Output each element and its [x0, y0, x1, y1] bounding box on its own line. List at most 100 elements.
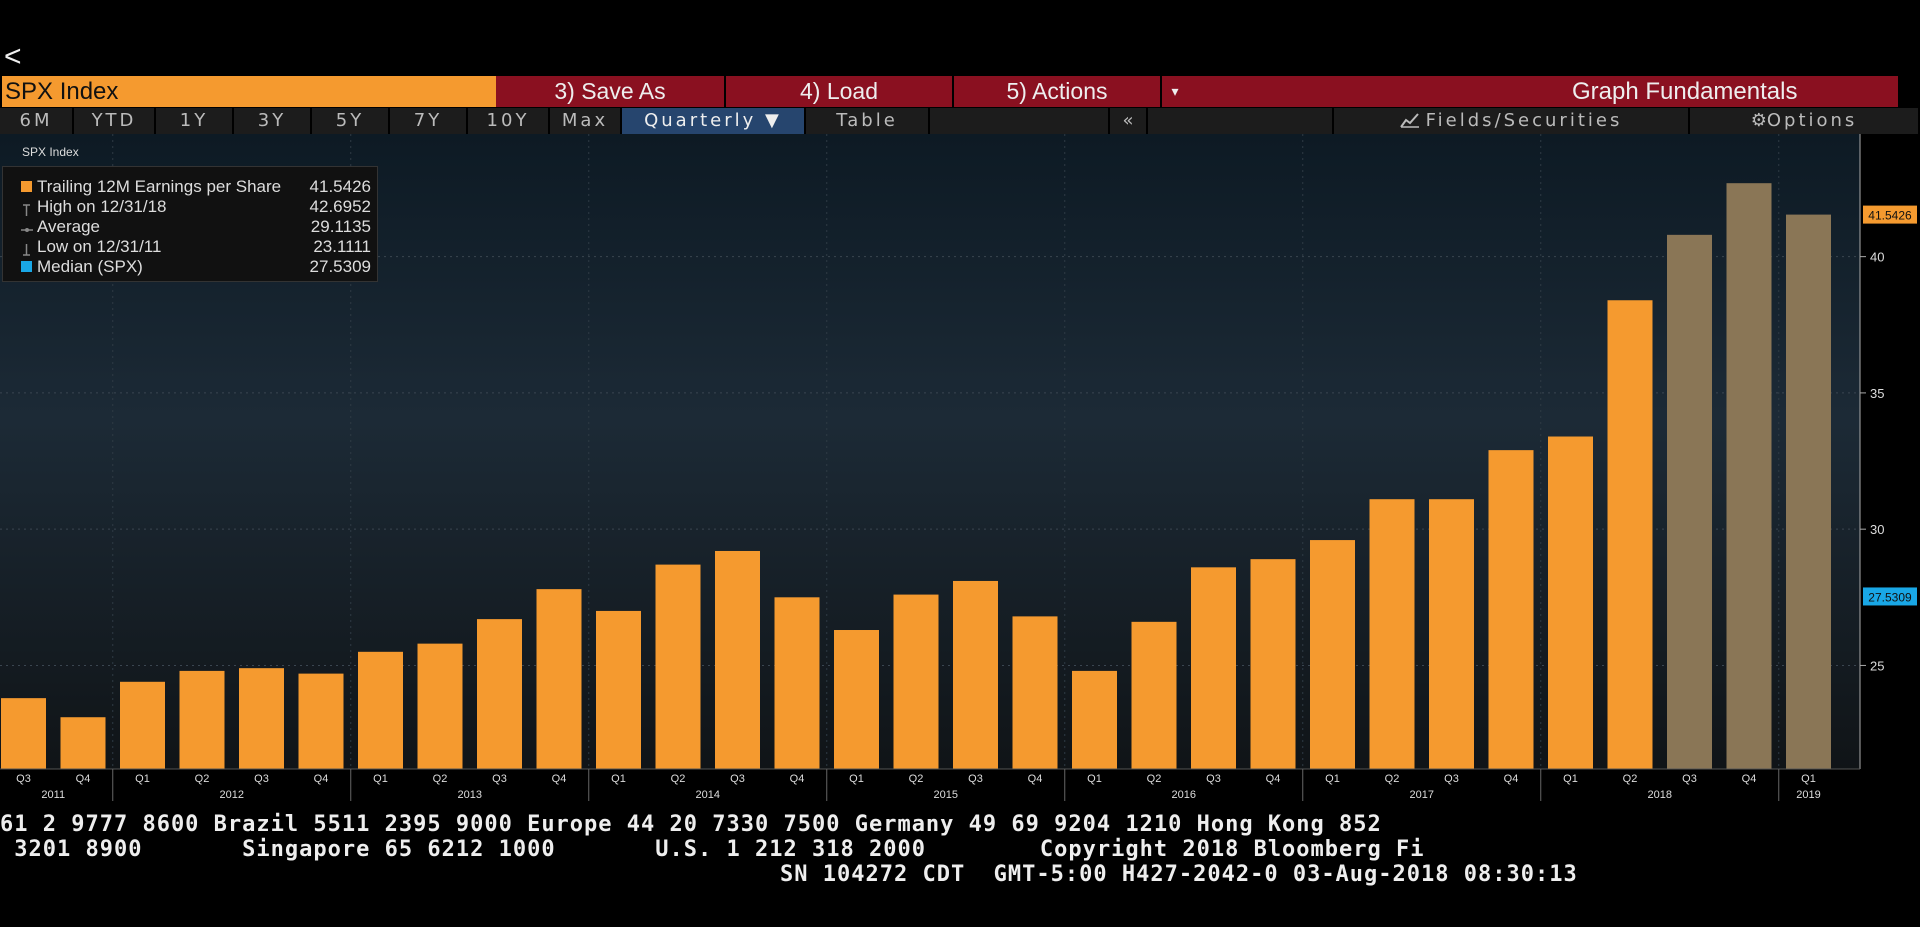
tab-max[interactable]: Max [550, 108, 622, 134]
legend-label: Trailing 12M Earnings per Share [37, 177, 282, 196]
tab-7y[interactable]: 7Y [390, 108, 468, 134]
tab-table[interactable]: Table [806, 108, 930, 134]
bar [1369, 499, 1415, 769]
y-tick-label: 35 [1870, 386, 1884, 401]
fields-securities-label: Fields/Securities [1425, 110, 1623, 131]
actions-dropdown-icon[interactable]: ▾ [1160, 76, 1188, 107]
x-quarter-label: Q1 [1563, 773, 1578, 785]
x-quarter-label: Q3 [492, 773, 507, 785]
x-quarter-label: Q4 [552, 773, 567, 785]
chart-security-label: SPX Index [22, 145, 79, 159]
bar [715, 550, 760, 769]
back-button[interactable]: < [4, 40, 22, 73]
x-quarter-label: Q1 [135, 773, 150, 785]
x-quarter-label: Q1 [611, 773, 626, 785]
legend-label: Average [37, 217, 101, 236]
bar [1310, 540, 1355, 769]
x-quarter-label: Q3 [730, 773, 745, 785]
bar [239, 668, 284, 769]
bar [120, 681, 165, 769]
bar [298, 673, 344, 769]
bar [417, 643, 463, 769]
tab-5y[interactable]: 5Y [312, 108, 390, 134]
security-field[interactable]: SPX Index [2, 76, 496, 107]
bar [60, 717, 106, 769]
bar [1250, 559, 1296, 769]
fields-securities-button[interactable]: Fields/Securities [1334, 108, 1690, 134]
chart-line-icon [1399, 108, 1420, 134]
eps-bar-chart: 25 30 35 40 Q3 Q4 Q1 Q2 Q3 Q4 Q1 Q2 Q3 Q4 Q1 Q2 Q3 Q4 Q1 Q2… [0, 134, 1917, 801]
tab-1y[interactable]: 1Y [156, 108, 234, 134]
load-button[interactable]: 4) Load [726, 76, 954, 107]
tab-6m[interactable]: 6M [0, 108, 74, 134]
blue-square-icon [21, 261, 32, 272]
legend-value: 27.5309 [309, 257, 371, 276]
x-year-label: 2013 [458, 789, 482, 801]
bar [953, 580, 998, 769]
x-quarter-label: Q4 [790, 773, 805, 785]
last-value-tag [1863, 205, 1917, 224]
x-quarter-label: Q1 [1325, 773, 1340, 785]
x-year-label: 2012 [220, 789, 244, 801]
bar [1072, 670, 1117, 769]
legend-row-average: Average 29.1135 [21, 217, 371, 237]
legend-row-eps: Trailing 12M Earnings per Share 41.5426 [21, 177, 371, 197]
legend-value: 23.1111 [313, 237, 371, 256]
bar [1726, 183, 1772, 769]
x-quarter-label: Q1 [373, 773, 388, 785]
legend-row-median: Median (SPX) 27.5309 [21, 257, 371, 277]
options-button[interactable]: ⚙Options [1690, 108, 1920, 134]
legend-label: Median (SPX) [37, 257, 143, 276]
tab-quarterly[interactable]: Quarterly ▼ [622, 108, 806, 134]
x-quarter-label: Q3 [1682, 773, 1697, 785]
bar [1488, 450, 1534, 769]
bar [1191, 567, 1236, 769]
x-year-label: 2015 [934, 789, 958, 801]
footer-session-line: SN 104272 CDT GMT-5:00 H427-2042-0 03-Au… [780, 862, 1578, 887]
x-quarter-label: Q1 [1087, 773, 1102, 785]
bar [1548, 436, 1593, 769]
last-value-label: 41.5426 [1868, 209, 1912, 223]
tab-3y[interactable]: 3Y [234, 108, 312, 134]
orange-square-icon [21, 181, 32, 192]
y-tick-label: 30 [1870, 522, 1884, 537]
bar [893, 594, 939, 769]
tab-10y[interactable]: 10Y [468, 108, 550, 134]
low-marker-icon [21, 241, 32, 256]
x-year-label: 2011 [41, 789, 65, 801]
x-year-label: 2017 [1410, 789, 1434, 801]
x-quarter-label: Q2 [433, 773, 448, 785]
bar [1, 698, 46, 769]
y-tick-label: 40 [1870, 250, 1884, 265]
tab-spacer-2 [1148, 108, 1334, 134]
bar [1607, 300, 1653, 769]
x-quarter-label: Q3 [968, 773, 983, 785]
actions-button[interactable]: 5) Actions [954, 76, 1160, 107]
x-quarter-label: Q4 [314, 773, 329, 785]
range-tabbar: 6M YTD 1Y 3Y 5Y 7Y 10Y Max Quarterly ▼ T… [0, 108, 1920, 134]
x-quarter-label: Q2 [1623, 773, 1638, 785]
save-as-button[interactable]: 3) Save As [496, 76, 726, 107]
bar [1786, 214, 1831, 770]
x-quarter-label: Q4 [76, 773, 91, 785]
tab-ytd[interactable]: YTD [74, 108, 156, 134]
bar [596, 610, 641, 769]
x-quarter-label: Q3 [254, 773, 269, 785]
chart-legend: Trailing 12M Earnings per Share 41.5426 … [2, 166, 378, 282]
bar [1429, 499, 1474, 769]
graph-title: Graph Fundamentals [1188, 76, 1898, 107]
legend-value: 29.1135 [310, 217, 371, 236]
x-quarter-label: Q3 [1444, 773, 1459, 785]
x-quarter-label: Q1 [849, 773, 864, 785]
bar [1012, 616, 1058, 769]
collapse-button[interactable]: « [1110, 108, 1148, 134]
x-quarter-label: Q2 [909, 773, 924, 785]
bar [774, 597, 820, 769]
x-quarter-label: Q1 [1801, 773, 1816, 785]
x-quarter-label: Q4 [1742, 773, 1757, 785]
x-quarter-label: Q4 [1266, 773, 1281, 785]
options-label: Options [1766, 110, 1858, 131]
bar [1667, 234, 1712, 769]
x-quarter-label: Q4 [1504, 773, 1519, 785]
x-year-label: 2016 [1172, 789, 1196, 801]
